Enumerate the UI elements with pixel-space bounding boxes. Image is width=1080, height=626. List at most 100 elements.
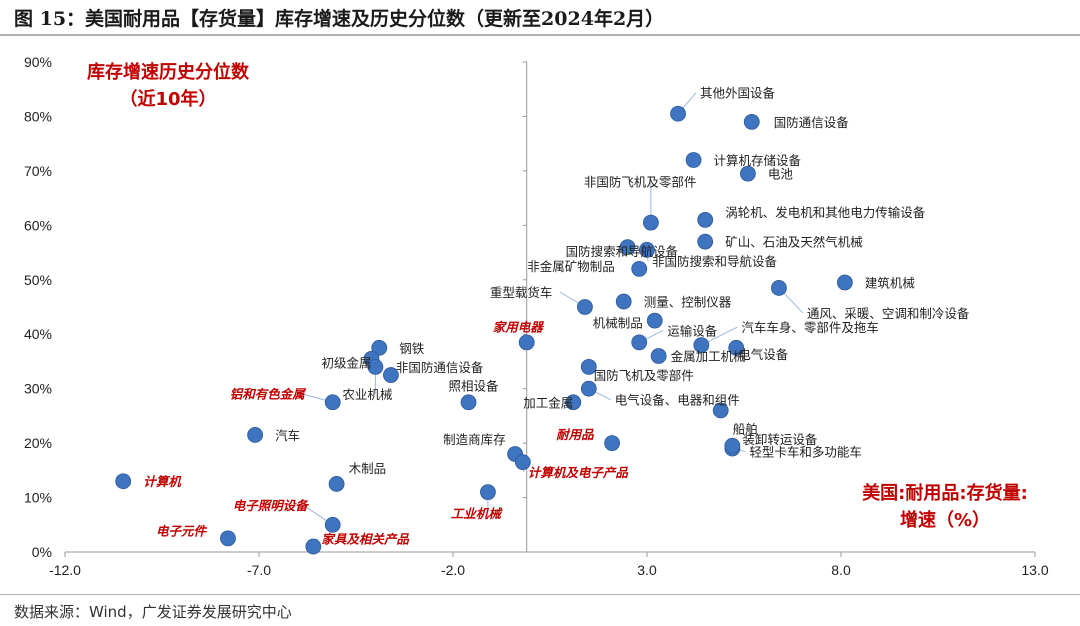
point-label-计算机及电子产品: 计算机及电子产品 (528, 465, 630, 480)
x-tick-label: -7.0 (247, 562, 271, 578)
point-label-运输设备: 运输设备 (667, 323, 718, 338)
point-label-制造商库存: 制造商库存 (443, 432, 506, 447)
point-加工金属 (565, 394, 582, 411)
point-label-国防通信设备: 国防通信设备 (774, 115, 850, 130)
point-计算机存储设备 (685, 152, 702, 168)
point-label-计算机存储设备: 计算机存储设备 (714, 153, 802, 168)
point-通风-采暖-空调和制冷设备 (771, 280, 787, 296)
x-tick-label: -12.0 (49, 562, 81, 578)
point-金属加工机械 (650, 348, 667, 364)
y-tick-label: 60% (24, 217, 52, 233)
point-label-非国防通信设备: 非国防通信设备 (396, 360, 484, 375)
point-计算机及电子产品 (514, 454, 531, 471)
point-label-通风-采暖-空调和制冷设备: 通风、采暖、空调和制冷设备 (807, 306, 970, 321)
point-label-船舶: 船舶 (733, 421, 758, 436)
y-tick-label: 70% (24, 163, 52, 179)
y-tick-label: 50% (24, 272, 52, 288)
annotation-layer: 库存增速历史分位数 （近10年） 美国:耐用品:存货量: 增速（%） (87, 61, 1028, 531)
figure-title: 图 15：美国耐用品【存货量】库存增速及历史分位数（更新至2024年2月） (14, 8, 665, 30)
point-label-汽车车身-零部件及拖车: 汽车车身、零部件及拖车 (741, 320, 879, 335)
title-divider (0, 34, 1080, 36)
point-label-金属加工机械: 金属加工机械 (671, 349, 747, 364)
x-tick-label: 3.0 (637, 562, 657, 578)
point-家具及相关产品 (305, 538, 322, 555)
point-label-机械制品: 机械制品 (593, 316, 643, 331)
y-annotation-line-2: （近10年） (119, 88, 216, 110)
point-电气设备-电器和组件 (580, 380, 597, 397)
point-计算机 (115, 473, 132, 490)
points-layer (115, 105, 853, 555)
point-汽车 (247, 427, 264, 443)
x-tick-label: 13.0 (1021, 562, 1048, 578)
point-label-非国防搜索和导航设备: 非国防搜索和导航设备 (652, 254, 778, 269)
point-电气设备 (728, 339, 745, 356)
y-annotation-line-1: 库存增速历史分位数 (87, 61, 250, 83)
point-建筑机械 (836, 274, 853, 291)
point-矿山-石油及天然气机械 (697, 233, 714, 250)
point-国防通信设备 (743, 113, 760, 130)
source-note: 数据来源：Wind，广发证券发展研究中心 (14, 603, 292, 621)
y-tick-label: 10% (24, 490, 52, 506)
point-label-工业机械: 工业机械 (451, 506, 504, 521)
point-label-铝和有色金属: 铝和有色金属 (230, 386, 307, 401)
point-重型载货车 (577, 299, 593, 315)
y-tick-label: 30% (24, 381, 52, 397)
point-国防飞机及零部件 (580, 358, 597, 375)
x-tick-label: -2.0 (441, 562, 465, 578)
point-label-家用电器: 家用电器 (493, 319, 545, 334)
point-木制品 (328, 476, 345, 492)
y-tick-label: 90% (24, 54, 52, 70)
point-label-非国防飞机及零部件: 非国防飞机及零部件 (584, 175, 697, 190)
point-label-建筑机械: 建筑机械 (865, 276, 916, 291)
point-运输设备 (631, 334, 648, 351)
point-label-木制品: 木制品 (349, 461, 387, 476)
point-非国防搜索和导航设备 (639, 241, 655, 258)
point-label-装卸转运设备: 装卸转运设备 (742, 432, 818, 447)
point-机械制品 (646, 312, 663, 329)
point-label-电子照明设备: 电子照明设备 (233, 498, 311, 513)
point-label-初级金属: 初级金属 (322, 356, 372, 371)
point-label-国防搜索和导航设备: 国防搜索和导航设备 (566, 244, 679, 259)
point-label-其他外国设备: 其他外国设备 (700, 86, 776, 101)
point-家用电器 (518, 334, 535, 351)
y-tick-label: 80% (24, 108, 52, 124)
point-汽车车身-零部件及拖车 (693, 337, 710, 354)
x-annotation-line-2: 增速（%） (900, 509, 990, 531)
point-label-国防飞机及零部件: 国防飞机及零部件 (594, 368, 694, 383)
point-label-家具及相关产品: 家具及相关产品 (321, 532, 410, 547)
point-label-测量-控制仪器: 测量、控制仪器 (644, 295, 732, 310)
point-电子照明设备 (324, 516, 341, 533)
point-其他外国设备 (670, 105, 686, 122)
point-耐用品 (604, 435, 620, 452)
point-label-钢铁: 钢铁 (399, 341, 425, 356)
y-tick-label: 0% (32, 544, 52, 560)
point-labels-layer: 其他外国设备国防通信设备计算机存储设备电池非国防飞机及零部件涡轮机、发电机和其他… (143, 86, 970, 547)
point-电子元件 (220, 530, 236, 547)
point-label-农业机械: 农业机械 (342, 387, 393, 402)
axes-layer: -12.0 -7.0 -2.0 3.0 8.0 13.0 0% 10% 20% 30% 40% 50%… (24, 54, 1049, 578)
point-label-涡轮机-发电机和其他电力传输设备: 涡轮机、发电机和其他电力传输设备 (725, 205, 926, 220)
point-非国防通信设备 (383, 367, 399, 383)
point-label-耐用品: 耐用品 (556, 427, 595, 442)
point-label-电气设备-电器和组件: 电气设备、电器和组件 (615, 393, 740, 408)
point-铝和有色金属 (324, 394, 341, 411)
point-农业机械 (367, 358, 384, 375)
scatter-chart: -12.0 -7.0 -2.0 3.0 8.0 13.0 0% 10% 20% 30% 40% 50%… (24, 54, 1049, 578)
point-label-非金属矿物制品: 非金属矿物制品 (527, 259, 615, 274)
y-tick-label: 20% (24, 435, 52, 451)
point-非国防飞机及零部件 (642, 214, 659, 231)
point-label-汽车: 汽车 (275, 428, 300, 443)
point-涡轮机-发电机和其他电力传输设备 (697, 211, 714, 228)
source-divider (0, 594, 1080, 595)
point-label-重型载货车: 重型载货车 (490, 285, 553, 300)
point-label-矿山-石油及天然气机械: 矿山、石油及天然气机械 (725, 235, 863, 250)
point-label-照相设备: 照相设备 (449, 378, 500, 393)
point-装卸转运设备 (724, 437, 741, 454)
point-非金属矿物制品 (631, 260, 648, 277)
x-tick-label: 8.0 (831, 562, 851, 578)
point-label-电气设备: 电气设备 (738, 347, 789, 362)
point-国防搜索和导航设备 (619, 239, 636, 256)
point-船舶 (712, 402, 729, 419)
point-label-计算机: 计算机 (143, 474, 182, 489)
point-工业机械 (480, 484, 496, 501)
